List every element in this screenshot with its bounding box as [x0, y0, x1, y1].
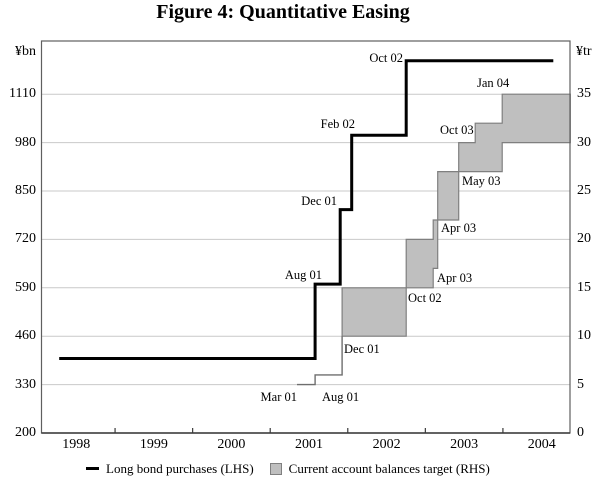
- left-axis-tick-label: 330: [15, 376, 36, 392]
- x-axis-year-label: 2001: [294, 437, 323, 452]
- left-axis-tick-label: 200: [15, 425, 36, 440]
- plot-frame: [40, 40, 571, 434]
- left-axis-unit-label: ¥bn: [15, 44, 36, 59]
- x-axis-year-label: 2002: [372, 437, 401, 452]
- annotation-label: Oct 03: [440, 123, 474, 137]
- right-axis-tick-label: 0: [577, 425, 584, 440]
- chart-title: Figure 4: Quantitative Easing: [156, 1, 410, 23]
- x-axis-year-label: 1998: [62, 437, 91, 452]
- annotation-label: May 03: [462, 174, 501, 188]
- right-axis-tick-label: 35: [577, 86, 591, 102]
- legend: Long bond purchases (LHS) Current accoun…: [86, 461, 490, 476]
- left-axis-tick-label: 980: [15, 134, 36, 150]
- right-axis-tick-label: 15: [577, 279, 591, 295]
- annotation-label: Oct 02: [408, 291, 442, 305]
- annotation-label: Dec 01: [344, 342, 380, 356]
- legend-line-label: Long bond purchases (LHS): [106, 461, 254, 476]
- annotation-label: Aug 01: [322, 390, 360, 404]
- right-axis-unit-label: ¥tr: [576, 44, 592, 59]
- right-axis-tick-label: 30: [577, 134, 591, 150]
- target-line-pre-band: [297, 336, 343, 386]
- x-axis-year-label: 2004: [527, 437, 556, 452]
- annotation-label: Feb 02: [320, 117, 355, 131]
- right-axis-tick-label: 25: [577, 183, 591, 198]
- x-axis-year-label: 2003: [450, 437, 479, 452]
- annotation-label: Dec 01: [301, 194, 337, 208]
- left-axis-tick-label: 850: [15, 183, 36, 198]
- right-axis-tick-label: 5: [577, 376, 584, 392]
- left-axis-tick-label: 590: [15, 279, 36, 295]
- legend-band-swatch-icon: [269, 462, 282, 475]
- annotation-label: Jan 04: [477, 76, 510, 90]
- long-bond-purchases-line: [59, 59, 554, 360]
- legend-line-swatch-icon: [86, 467, 99, 470]
- annotation-label: Apr 03: [437, 271, 473, 285]
- x-axis-year-label: 1999: [139, 437, 168, 452]
- left-axis-tick-label: 1110: [9, 86, 36, 102]
- left-axis-tick-label: 460: [15, 328, 36, 344]
- annotation-label: Apr 03: [441, 221, 477, 235]
- annotation-label: Oct 02: [369, 51, 403, 65]
- right-axis-tick-label: 20: [577, 231, 591, 247]
- right-axis-tick-label: 10: [577, 328, 591, 344]
- annotation-label: Aug 01: [284, 268, 322, 282]
- x-axis-year-label: 2000: [217, 437, 246, 452]
- left-axis-tick-label: 720: [15, 231, 36, 247]
- annotation-label: Mar 01: [260, 390, 297, 404]
- legend-band-label: Current account balances target (RHS): [288, 461, 490, 476]
